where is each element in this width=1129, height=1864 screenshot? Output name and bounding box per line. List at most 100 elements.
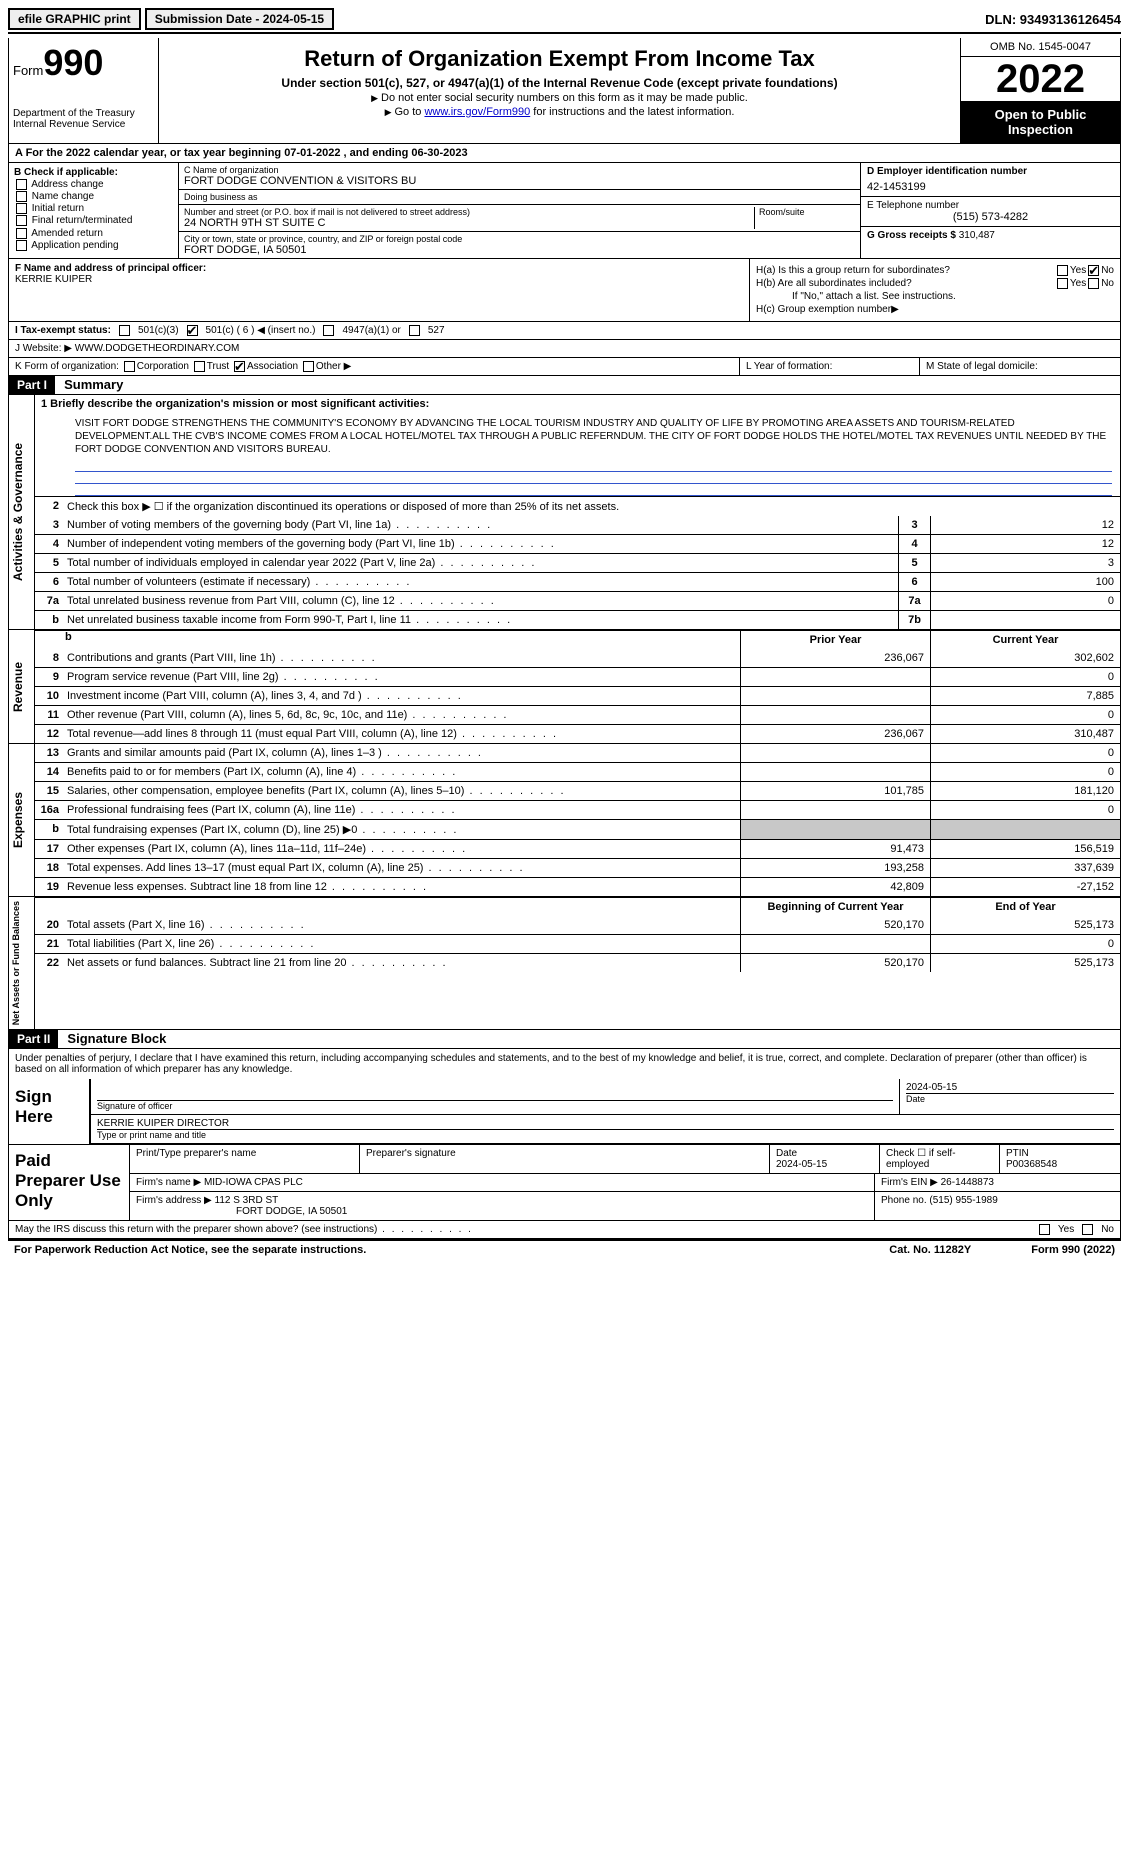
col-b-checkboxes: B Check if applicable: Address change Na… [9,163,179,258]
hdr-end: End of Year [930,898,1120,916]
form-header: Form990 Department of the Treasury Inter… [8,38,1121,144]
data-row: 19 Revenue less expenses. Subtract line … [35,877,1120,896]
data-row: 21 Total liabilities (Part X, line 26) 0 [35,934,1120,953]
data-row: 15 Salaries, other compensation, employe… [35,781,1120,800]
l-label: L Year of formation: [746,361,832,372]
part1-bar: Part I Summary [8,376,1121,395]
k-label: K Form of organization: [15,361,119,372]
k-other[interactable] [303,361,314,372]
footer-mid: Cat. No. 11282Y [889,1244,971,1256]
i-4947[interactable] [323,325,334,336]
hdr-curr: Current Year [930,631,1120,649]
form-word: Form [13,63,43,78]
k-trust[interactable] [194,361,205,372]
gov-row: 3 Number of voting members of the govern… [35,516,1120,534]
k-corp[interactable] [124,361,135,372]
i-527[interactable] [409,325,420,336]
data-row: 9 Program service revenue (Part VIII, li… [35,667,1120,686]
check-name[interactable] [16,191,27,202]
prep-date-hdr: Date [776,1148,797,1159]
data-row: 14 Benefits paid to or for members (Part… [35,762,1120,781]
addr-label: Number and street (or P.O. box if mail i… [184,207,750,217]
org-name: FORT DODGE CONVENTION & VISITORS BU [184,175,855,187]
check-initial[interactable] [16,203,27,214]
k-assoc[interactable] [234,361,245,372]
submission-date-button[interactable]: Submission Date - 2024-05-15 [145,8,334,30]
officer-printed: KERRIE KUIPER DIRECTOR [97,1118,1114,1129]
row-jk: J Website: ▶ WWW.DODGETHEORDINARY.COM [8,340,1121,358]
hc-label: H(c) Group exemption number [756,304,891,315]
hdr-prior: Prior Year [740,631,930,649]
ha-no[interactable] [1088,265,1099,276]
data-row: 16a Professional fundraising fees (Part … [35,800,1120,819]
side-exp: Expenses [9,744,35,896]
data-row: 11 Other revenue (Part VIII, column (A),… [35,705,1120,724]
data-row: 8 Contributions and grants (Part VIII, l… [35,649,1120,667]
row-klm: K Form of organization: Corporation Trus… [8,358,1121,376]
check-pending[interactable] [16,240,27,251]
dba-label: Doing business as [184,192,855,202]
efile-button[interactable]: efile GRAPHIC print [8,8,141,30]
summary-governance: Activities & Governance 1 Briefly descri… [8,395,1121,630]
col-c-org-info: C Name of organization FORT DODGE CONVEN… [179,163,860,258]
firm-name: MID-IOWA CPAS PLC [204,1177,303,1188]
check-final[interactable] [16,215,27,226]
data-row: 22 Net assets or fund balances. Subtract… [35,953,1120,972]
dln-text: DLN: 93493136126454 [985,12,1121,27]
sign-here-label: Sign Here [9,1079,89,1144]
prep-self-emp: Check ☐ if self-employed [880,1145,1000,1173]
ptin-hdr: PTIN [1006,1148,1029,1159]
b-label: B Check if applicable: [14,167,173,178]
mission-text: VISIT FORT DODGE STRENGTHENS THE COMMUNI… [35,413,1120,460]
part1-title: Summary [58,375,129,394]
gov-row: 4 Number of independent voting members o… [35,534,1120,553]
ein-value: 42-1453199 [867,181,1114,193]
discuss-yes[interactable] [1039,1224,1050,1235]
c-name-label: C Name of organization [184,165,855,175]
firm-addr2: FORT DODGE, IA 50501 [136,1206,347,1217]
mission-line [75,484,1112,496]
data-row: b Total fundraising expenses (Part IX, c… [35,819,1120,839]
f-label: F Name and address of principal officer: [15,263,743,274]
irs-link[interactable]: www.irs.gov/Form990 [424,106,530,118]
summary-revenue: Revenue bPrior YearCurrent Year 8 Contri… [8,630,1121,744]
g-label: G Gross receipts $ [867,230,956,241]
city-value: FORT DODGE, IA 50501 [184,244,855,256]
firm-addr1: 112 S 3RD ST [215,1195,279,1206]
ha-yes[interactable] [1057,265,1068,276]
firm-phone: (515) 955-1989 [929,1195,997,1206]
gov-row: 5 Total number of individuals employed i… [35,553,1120,572]
ptin-val: P00368548 [1006,1159,1057,1170]
part1-hdr: Part I [9,376,55,394]
section-bcd: B Check if applicable: Address change Na… [8,163,1121,259]
hb-note: If "No," attach a list. See instructions… [756,291,1114,302]
i-label: I Tax-exempt status: [15,325,111,336]
section-fgh: F Name and address of principal officer:… [8,259,1121,322]
omb-number: OMB No. 1545-0047 [961,38,1120,57]
page-footer: For Paperwork Reduction Act Notice, see … [8,1239,1121,1259]
sig-date: 2024-05-15 [906,1082,1114,1093]
irs-label: Internal Revenue Service [13,119,154,130]
discuss-question: May the IRS discuss this return with the… [15,1224,473,1235]
hb-no[interactable] [1088,278,1099,289]
check-address[interactable] [16,179,27,190]
d-label: D Employer identification number [867,166,1114,177]
dept-treasury: Department of the Treasury [13,108,154,119]
i-501c[interactable] [187,325,198,336]
note-goto-pre: Go to [394,106,424,118]
hdr-beg: Beginning of Current Year [740,898,930,916]
discuss-no[interactable] [1082,1224,1093,1235]
firm-name-label: Firm's name ▶ [136,1177,201,1188]
tax-year: 2022 [961,57,1120,101]
l2-text: Check this box ▶ ☐ if the organization d… [63,497,1120,516]
check-amended[interactable] [16,228,27,239]
col-d-ein: D Employer identification number 42-1453… [860,163,1120,258]
prep-sig-hdr: Preparer's signature [360,1145,770,1173]
hb-yes[interactable] [1057,278,1068,289]
gross-receipts: 310,487 [959,230,995,241]
j-label: J Website: ▶ [15,343,72,354]
gov-row: 6 Total number of volunteers (estimate i… [35,572,1120,591]
summary-net: Net Assets or Fund Balances Beginning of… [8,897,1121,1030]
side-net: Net Assets or Fund Balances [9,897,35,1029]
i-501c3[interactable] [119,325,130,336]
